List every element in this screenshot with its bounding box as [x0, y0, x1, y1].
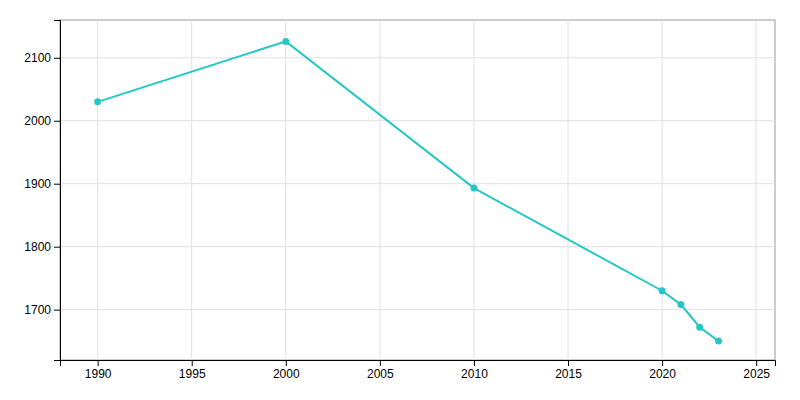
x-tick-mark: [380, 360, 381, 366]
x-tick: 2010: [461, 360, 488, 381]
x-tick: 2015: [555, 360, 582, 381]
grid-line-x: [662, 20, 663, 360]
y-tick: 2100: [24, 51, 60, 65]
y-tick-mark: [54, 184, 60, 185]
x-tick-label: 2010: [461, 367, 488, 381]
point: [696, 324, 703, 331]
y-tick-mark: [54, 58, 60, 59]
y-tick-label: 2000: [24, 114, 51, 128]
grid-line-x: [756, 20, 757, 360]
grid: [60, 20, 775, 360]
point: [470, 185, 477, 192]
point: [94, 98, 101, 105]
grid-line-y: [60, 246, 775, 247]
grid-line-x: [568, 20, 569, 360]
x-tick-label: 2015: [555, 367, 582, 381]
y-axis: 1700 1800 1900 2000 2100: [24, 21, 60, 361]
grid-line-y: [60, 309, 775, 310]
x-tick: 1990: [85, 360, 112, 381]
y-tick: 1900: [24, 177, 60, 191]
y-tick-label: 1800: [24, 240, 51, 254]
y-tick: 1700: [24, 303, 60, 317]
x-tick-mark: [568, 360, 569, 366]
x-tick: 2025: [743, 360, 770, 381]
x-tick-label: 2025: [743, 367, 770, 381]
x-tick-mark: [286, 360, 287, 366]
y-tick: 2000: [24, 114, 60, 128]
point: [715, 338, 722, 345]
x-tick-mark: [98, 360, 99, 366]
grid-line-y: [60, 57, 775, 58]
x-tick-label: 1995: [179, 367, 206, 381]
series-group: [94, 38, 722, 345]
x-tick: 2020: [649, 360, 676, 381]
point: [677, 301, 684, 308]
y-tick-mark: [54, 121, 60, 122]
point: [659, 287, 666, 294]
x-tick-label: 2020: [649, 367, 676, 381]
line: [98, 41, 719, 341]
x-tick: 2005: [367, 360, 394, 381]
grid-line-y: [60, 120, 775, 121]
y-tick-label: 1700: [24, 303, 51, 317]
grid-line-y: [60, 183, 775, 184]
x-axis-line: [61, 361, 776, 367]
x-tick-mark: [474, 360, 475, 366]
x-tick-label: 2000: [273, 367, 300, 381]
y-tick: 1800: [24, 240, 60, 254]
point: [282, 38, 289, 45]
y-tick-label: 2100: [24, 51, 51, 65]
y-tick-label: 1900: [24, 177, 51, 191]
chart: 1990 1995 2000 2005 2010 2015 2020 2025 1700 1800…: [0, 0, 800, 400]
grid-line-x: [285, 20, 286, 360]
x-tick-mark: [662, 360, 663, 366]
plot: 1990 1995 2000 2005 2010 2015 2020 2025 1700 1800…: [24, 20, 775, 381]
x-tick-label: 1990: [85, 367, 112, 381]
x-axis: 1990 1995 2000 2005 2010 2015 2020 2025: [61, 360, 776, 381]
x-tick-label: 2005: [367, 367, 394, 381]
y-axis-line: [54, 21, 61, 361]
x-tick-mark: [756, 360, 757, 366]
y-tick-mark: [54, 247, 60, 248]
x-tick: 1995: [179, 360, 206, 381]
x-tick-mark: [192, 360, 193, 366]
x-tick: 2000: [273, 360, 300, 381]
plot-frame: [60, 20, 775, 360]
grid-line-x: [379, 20, 380, 360]
y-tick-mark: [54, 310, 60, 311]
grid-line-x: [97, 20, 98, 360]
